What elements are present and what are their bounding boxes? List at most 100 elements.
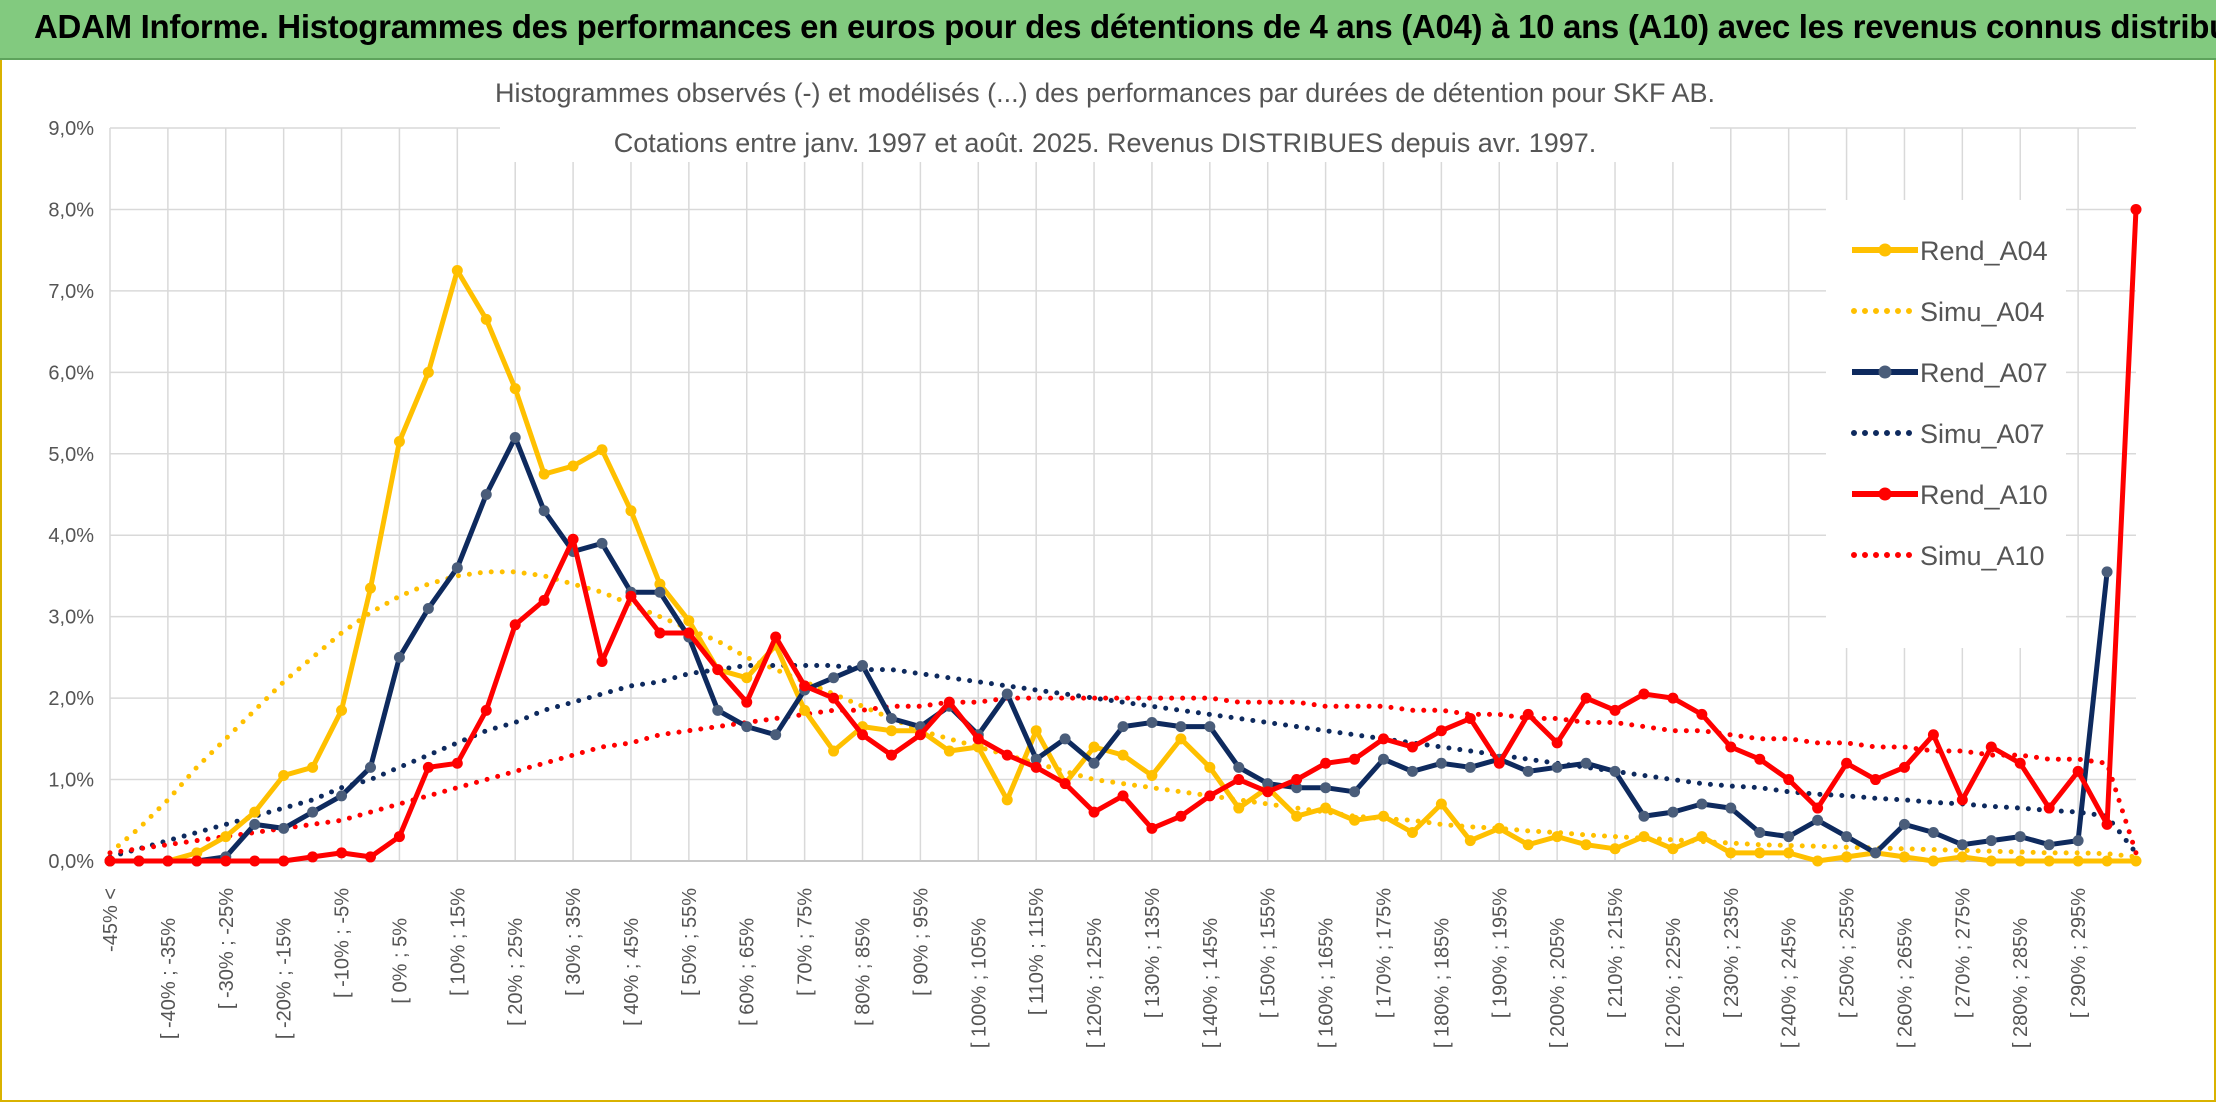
data-point	[1349, 786, 1361, 798]
legend: Rend_A04 Simu_A04 Rend_A07 Simu_A07 Rend_A10…	[1826, 200, 2066, 648]
y-tick-label: 5,0%	[48, 444, 94, 466]
data-point	[1146, 769, 1158, 781]
data-point	[1985, 741, 1997, 753]
data-point	[1059, 733, 1071, 745]
data-point	[1841, 831, 1853, 843]
data-point	[2072, 765, 2084, 777]
data-point	[1406, 741, 1418, 753]
data-point	[480, 489, 492, 500]
data-point	[1349, 814, 1361, 826]
legend-marker	[1878, 243, 1892, 257]
legend-marker	[1878, 487, 1892, 501]
data-point	[1667, 843, 1679, 855]
data-point	[1233, 761, 1245, 773]
data-point	[133, 855, 145, 867]
data-point	[1204, 761, 1216, 773]
data-point	[1204, 790, 1216, 802]
data-point	[1117, 790, 1129, 802]
data-point	[567, 533, 579, 545]
data-point	[2043, 802, 2055, 814]
data-point	[1609, 843, 1621, 855]
data-point	[1725, 741, 1737, 753]
data-point	[2072, 855, 2084, 867]
data-point	[857, 729, 869, 741]
data-point	[654, 627, 666, 639]
data-point	[741, 672, 753, 684]
data-point	[451, 265, 463, 277]
data-point	[307, 761, 319, 773]
data-point	[885, 749, 897, 761]
data-point	[307, 851, 319, 863]
data-point	[2101, 855, 2113, 867]
data-point	[1725, 847, 1737, 859]
data-point	[1580, 692, 1592, 704]
y-tick-label: 2,0%	[48, 688, 94, 710]
data-point	[1956, 851, 1968, 863]
legend-label: Rend_A07	[1920, 358, 2048, 388]
data-point	[538, 505, 550, 517]
data-point	[1985, 835, 1997, 847]
data-point	[2130, 855, 2142, 867]
data-point	[596, 537, 608, 549]
data-point	[2014, 831, 2026, 843]
data-point	[1204, 721, 1216, 733]
data-point	[480, 313, 492, 325]
data-point	[654, 586, 666, 598]
data-point	[1754, 847, 1766, 859]
x-tick-label: [ 70% ; 75%	[795, 888, 817, 996]
x-tick-label: [ 40% ; 45%	[621, 918, 643, 1026]
x-tick-label: [ 0% ; 5%	[389, 918, 411, 1004]
data-point	[538, 594, 550, 606]
legend-label: Rend_A04	[1920, 236, 2048, 266]
data-point	[1927, 826, 1939, 838]
data-point	[2014, 757, 2026, 769]
data-point	[1262, 778, 1274, 790]
data-point	[336, 790, 348, 802]
x-tick-label: [ 100% ; 105%	[968, 918, 990, 1048]
x-tick-label: -45% <	[100, 888, 122, 952]
data-point	[1117, 721, 1129, 733]
data-point	[249, 806, 261, 818]
y-tick-label: 1,0%	[48, 770, 94, 792]
data-point	[770, 729, 782, 741]
data-point	[509, 431, 521, 443]
data-point	[1406, 826, 1418, 838]
data-point	[1001, 749, 1013, 761]
x-tick-label: [ 140% ; 145%	[1200, 918, 1222, 1048]
data-point	[1841, 851, 1853, 863]
data-point	[1406, 765, 1418, 777]
data-point	[278, 769, 290, 781]
data-point	[1493, 757, 1505, 769]
x-tick-label: [ 170% ; 175%	[1373, 888, 1395, 1018]
x-tick-label: [ 30% ; 35%	[563, 888, 585, 996]
data-point	[1870, 774, 1882, 786]
data-point	[596, 655, 608, 667]
data-point	[1754, 826, 1766, 838]
data-point	[1464, 761, 1476, 773]
data-point	[1088, 806, 1100, 818]
data-point	[162, 855, 174, 867]
data-point	[1956, 794, 1968, 806]
x-tick-label: [ -40% ; -35%	[158, 918, 180, 1039]
x-tick-label: [ 120% ; 125%	[1084, 918, 1106, 1048]
data-point	[1435, 725, 1447, 737]
data-point	[1812, 802, 1824, 814]
data-point	[1580, 839, 1592, 851]
data-point	[1059, 778, 1071, 790]
data-point	[1377, 810, 1389, 822]
data-point	[1030, 753, 1042, 765]
data-point	[1291, 810, 1303, 822]
data-point	[191, 855, 203, 867]
data-point	[393, 436, 405, 448]
data-point	[1927, 855, 1939, 867]
data-point	[451, 757, 463, 769]
data-point	[1522, 839, 1534, 851]
x-tick-label: [ 290% ; 295%	[2068, 888, 2090, 1018]
x-tick-label: [ -20% ; -15%	[274, 918, 296, 1039]
data-point	[712, 664, 724, 676]
legend-marker	[1878, 365, 1892, 379]
data-point	[1320, 782, 1332, 794]
data-point	[1435, 798, 1447, 810]
data-point	[1349, 753, 1361, 765]
data-point	[1030, 761, 1042, 773]
